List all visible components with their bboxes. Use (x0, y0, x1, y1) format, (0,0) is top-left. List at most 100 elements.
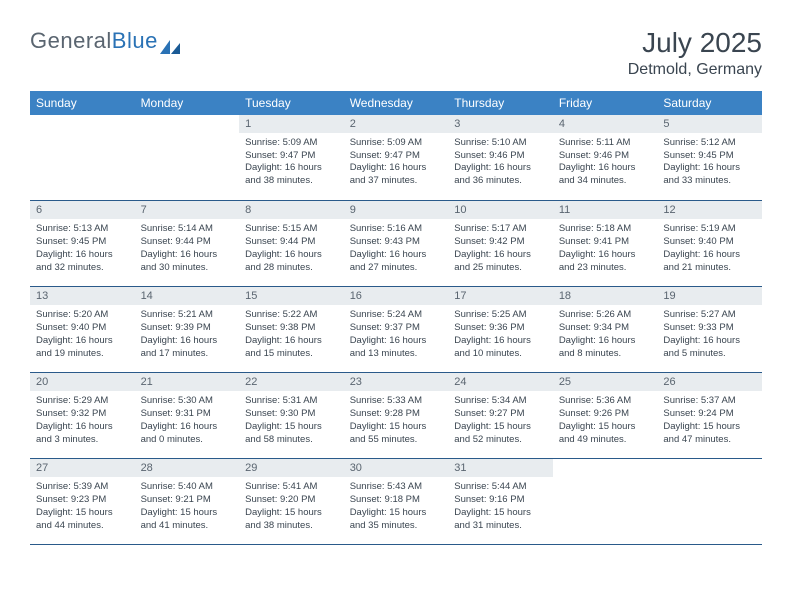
day-number: 20 (30, 373, 135, 391)
calendar-day-cell: 8Sunrise: 5:15 AMSunset: 9:44 PMDaylight… (239, 201, 344, 287)
calendar-day-cell: 12Sunrise: 5:19 AMSunset: 9:40 PMDayligh… (657, 201, 762, 287)
day-header: Friday (553, 91, 658, 115)
day-details: Sunrise: 5:39 AMSunset: 9:23 PMDaylight:… (30, 477, 135, 534)
calendar-day-cell: 20Sunrise: 5:29 AMSunset: 9:32 PMDayligh… (30, 373, 135, 459)
day-details: Sunrise: 5:12 AMSunset: 9:45 PMDaylight:… (657, 133, 762, 190)
day-number: 7 (135, 201, 240, 219)
brand-part1: General (30, 28, 112, 54)
day-number: 21 (135, 373, 240, 391)
day-number: 9 (344, 201, 449, 219)
day-number: 8 (239, 201, 344, 219)
calendar-day-cell: 24Sunrise: 5:34 AMSunset: 9:27 PMDayligh… (448, 373, 553, 459)
calendar-day-cell: 28Sunrise: 5:40 AMSunset: 9:21 PMDayligh… (135, 459, 240, 545)
day-details: Sunrise: 5:19 AMSunset: 9:40 PMDaylight:… (657, 219, 762, 276)
day-number: 3 (448, 115, 553, 133)
day-details: Sunrise: 5:30 AMSunset: 9:31 PMDaylight:… (135, 391, 240, 448)
day-details: Sunrise: 5:11 AMSunset: 9:46 PMDaylight:… (553, 133, 658, 190)
calendar-day-cell: 21Sunrise: 5:30 AMSunset: 9:31 PMDayligh… (135, 373, 240, 459)
calendar-day-cell: 25Sunrise: 5:36 AMSunset: 9:26 PMDayligh… (553, 373, 658, 459)
day-number: 27 (30, 459, 135, 477)
day-details: Sunrise: 5:10 AMSunset: 9:46 PMDaylight:… (448, 133, 553, 190)
calendar-day-cell: 26Sunrise: 5:37 AMSunset: 9:24 PMDayligh… (657, 373, 762, 459)
day-details: Sunrise: 5:15 AMSunset: 9:44 PMDaylight:… (239, 219, 344, 276)
day-number: 28 (135, 459, 240, 477)
calendar-day-cell: 14Sunrise: 5:21 AMSunset: 9:39 PMDayligh… (135, 287, 240, 373)
calendar-day-cell: 19Sunrise: 5:27 AMSunset: 9:33 PMDayligh… (657, 287, 762, 373)
calendar-day-cell: 13Sunrise: 5:20 AMSunset: 9:40 PMDayligh… (30, 287, 135, 373)
month-title: July 2025 (628, 28, 762, 59)
calendar-day-cell: 4Sunrise: 5:11 AMSunset: 9:46 PMDaylight… (553, 115, 658, 201)
day-details: Sunrise: 5:20 AMSunset: 9:40 PMDaylight:… (30, 305, 135, 362)
calendar-table: SundayMondayTuesdayWednesdayThursdayFrid… (30, 91, 762, 546)
day-number: 31 (448, 459, 553, 477)
day-details: Sunrise: 5:31 AMSunset: 9:30 PMDaylight:… (239, 391, 344, 448)
title-block: July 2025 Detmold, Germany (628, 28, 762, 79)
calendar-day-cell: 9Sunrise: 5:16 AMSunset: 9:43 PMDaylight… (344, 201, 449, 287)
day-details: Sunrise: 5:21 AMSunset: 9:39 PMDaylight:… (135, 305, 240, 362)
calendar-day-cell: 18Sunrise: 5:26 AMSunset: 9:34 PMDayligh… (553, 287, 658, 373)
calendar-day-cell: 22Sunrise: 5:31 AMSunset: 9:30 PMDayligh… (239, 373, 344, 459)
day-details: Sunrise: 5:44 AMSunset: 9:16 PMDaylight:… (448, 477, 553, 534)
brand-logo: GeneralBlue (30, 28, 180, 54)
day-number: 16 (344, 287, 449, 305)
calendar-day-cell: 1Sunrise: 5:09 AMSunset: 9:47 PMDaylight… (239, 115, 344, 201)
day-number: 2 (344, 115, 449, 133)
calendar-day-cell: 7Sunrise: 5:14 AMSunset: 9:44 PMDaylight… (135, 201, 240, 287)
day-details: Sunrise: 5:33 AMSunset: 9:28 PMDaylight:… (344, 391, 449, 448)
day-details: Sunrise: 5:34 AMSunset: 9:27 PMDaylight:… (448, 391, 553, 448)
calendar-day-cell: 23Sunrise: 5:33 AMSunset: 9:28 PMDayligh… (344, 373, 449, 459)
calendar-day-cell: 16Sunrise: 5:24 AMSunset: 9:37 PMDayligh… (344, 287, 449, 373)
calendar-day-cell: 11Sunrise: 5:18 AMSunset: 9:41 PMDayligh… (553, 201, 658, 287)
header: GeneralBlue July 2025 Detmold, Germany (30, 28, 762, 79)
calendar-day-cell: 31Sunrise: 5:44 AMSunset: 9:16 PMDayligh… (448, 459, 553, 545)
day-number: 19 (657, 287, 762, 305)
day-number: 12 (657, 201, 762, 219)
day-details: Sunrise: 5:14 AMSunset: 9:44 PMDaylight:… (135, 219, 240, 276)
day-number: 11 (553, 201, 658, 219)
calendar-body: 1Sunrise: 5:09 AMSunset: 9:47 PMDaylight… (30, 115, 762, 545)
day-header: Thursday (448, 91, 553, 115)
calendar-week-row: 20Sunrise: 5:29 AMSunset: 9:32 PMDayligh… (30, 373, 762, 459)
day-details: Sunrise: 5:41 AMSunset: 9:20 PMDaylight:… (239, 477, 344, 534)
day-details: Sunrise: 5:22 AMSunset: 9:38 PMDaylight:… (239, 305, 344, 362)
day-number: 30 (344, 459, 449, 477)
day-details: Sunrise: 5:18 AMSunset: 9:41 PMDaylight:… (553, 219, 658, 276)
sail-icon (160, 34, 180, 48)
day-number: 17 (448, 287, 553, 305)
calendar-day-cell: 30Sunrise: 5:43 AMSunset: 9:18 PMDayligh… (344, 459, 449, 545)
calendar-day-cell: 2Sunrise: 5:09 AMSunset: 9:47 PMDaylight… (344, 115, 449, 201)
day-number: 14 (135, 287, 240, 305)
calendar-week-row: 6Sunrise: 5:13 AMSunset: 9:45 PMDaylight… (30, 201, 762, 287)
day-number: 10 (448, 201, 553, 219)
day-details: Sunrise: 5:09 AMSunset: 9:47 PMDaylight:… (239, 133, 344, 190)
calendar-empty-cell (657, 459, 762, 545)
day-number: 24 (448, 373, 553, 391)
day-details: Sunrise: 5:37 AMSunset: 9:24 PMDaylight:… (657, 391, 762, 448)
day-header-row: SundayMondayTuesdayWednesdayThursdayFrid… (30, 91, 762, 115)
calendar-day-cell: 3Sunrise: 5:10 AMSunset: 9:46 PMDaylight… (448, 115, 553, 201)
day-number: 18 (553, 287, 658, 305)
calendar-empty-cell (553, 459, 658, 545)
day-details: Sunrise: 5:13 AMSunset: 9:45 PMDaylight:… (30, 219, 135, 276)
day-number: 25 (553, 373, 658, 391)
brand-part2: Blue (112, 28, 158, 54)
day-header: Wednesday (344, 91, 449, 115)
location: Detmold, Germany (628, 61, 762, 79)
day-number: 29 (239, 459, 344, 477)
day-header: Tuesday (239, 91, 344, 115)
day-details: Sunrise: 5:17 AMSunset: 9:42 PMDaylight:… (448, 219, 553, 276)
day-number: 13 (30, 287, 135, 305)
day-details: Sunrise: 5:26 AMSunset: 9:34 PMDaylight:… (553, 305, 658, 362)
day-number: 23 (344, 373, 449, 391)
calendar-day-cell: 27Sunrise: 5:39 AMSunset: 9:23 PMDayligh… (30, 459, 135, 545)
calendar-day-cell: 17Sunrise: 5:25 AMSunset: 9:36 PMDayligh… (448, 287, 553, 373)
day-number: 15 (239, 287, 344, 305)
day-details: Sunrise: 5:29 AMSunset: 9:32 PMDaylight:… (30, 391, 135, 448)
day-header: Sunday (30, 91, 135, 115)
calendar-day-cell: 10Sunrise: 5:17 AMSunset: 9:42 PMDayligh… (448, 201, 553, 287)
calendar-empty-cell (30, 115, 135, 201)
calendar-day-cell: 6Sunrise: 5:13 AMSunset: 9:45 PMDaylight… (30, 201, 135, 287)
day-number: 22 (239, 373, 344, 391)
day-details: Sunrise: 5:09 AMSunset: 9:47 PMDaylight:… (344, 133, 449, 190)
day-details: Sunrise: 5:43 AMSunset: 9:18 PMDaylight:… (344, 477, 449, 534)
